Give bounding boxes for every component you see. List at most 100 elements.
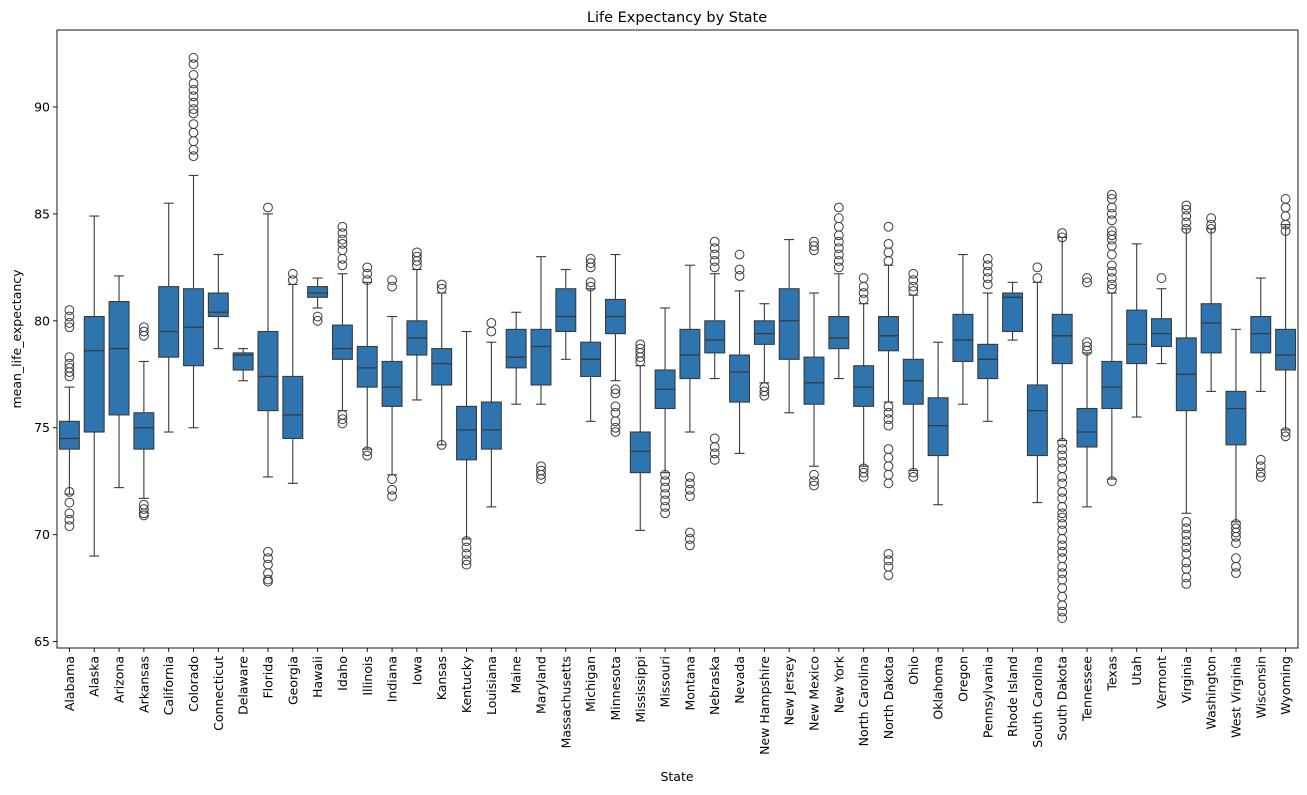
outlier-point <box>685 472 695 482</box>
box-kansas <box>431 279 453 450</box>
box-west-virginia <box>1225 328 1247 579</box>
box-texas <box>1101 189 1123 487</box>
x-tick-label: New Mexico <box>807 656 822 731</box>
box-iqr <box>555 288 577 333</box>
outlier-point <box>337 234 348 245</box>
outlier-point <box>337 245 348 256</box>
outlier-point <box>536 474 546 484</box>
box-iqr <box>1101 360 1123 410</box>
outlier-point <box>734 249 745 260</box>
outlier-point <box>858 294 869 305</box>
outlier-point <box>1032 273 1043 283</box>
box-iqr <box>977 343 999 380</box>
outlier-point <box>908 281 919 292</box>
outlier-point <box>337 238 348 249</box>
outlier-point <box>1082 277 1092 288</box>
outlier-point <box>362 275 373 286</box>
outlier-point <box>1082 341 1092 352</box>
box-iqr <box>480 401 502 450</box>
box-iqr <box>356 345 378 388</box>
outlier-point <box>1057 501 1068 512</box>
outlier-point <box>337 221 348 232</box>
outlier-point <box>64 486 75 497</box>
outlier-point <box>362 450 373 461</box>
outlier-point <box>883 452 894 463</box>
outlier-point <box>387 484 397 495</box>
box-new-jersey <box>778 239 800 414</box>
box-missouri <box>654 307 676 519</box>
box-ohio <box>902 268 924 482</box>
outlier-point <box>188 104 199 115</box>
outlier-point <box>387 275 397 286</box>
box-iqr <box>1026 384 1048 457</box>
outlier-point <box>188 78 199 89</box>
outlier-point <box>461 559 472 570</box>
box-iqr <box>456 405 478 461</box>
box-iqr <box>331 324 353 360</box>
outlier-point <box>709 448 720 459</box>
outlier-point <box>660 482 670 493</box>
x-tick-label: Tennessee <box>1080 656 1095 722</box>
outlier-point <box>883 469 894 480</box>
box-iqr <box>729 354 751 403</box>
outlier-point <box>833 202 844 213</box>
outlier-point <box>809 480 819 491</box>
outlier-point <box>883 247 894 258</box>
outlier-point <box>585 281 596 292</box>
box-maryland <box>530 256 552 484</box>
outlier-point <box>1181 516 1192 527</box>
x-tick-label: Arkansas <box>136 656 151 713</box>
box-nebraska <box>704 236 726 465</box>
outlier-point <box>908 285 919 296</box>
outlier-point <box>883 478 894 489</box>
outlier-point <box>1106 476 1117 487</box>
outlier-point <box>64 514 75 525</box>
box-iowa <box>406 247 428 401</box>
outlier-point <box>64 371 75 382</box>
outlier-point <box>1057 457 1068 467</box>
outlier-point <box>1106 283 1117 294</box>
outlier-point <box>411 256 422 266</box>
outlier-point <box>610 388 621 399</box>
box-south-carolina <box>1026 262 1048 504</box>
x-tick-label: West Virginia <box>1228 656 1243 738</box>
box-iqr <box>1126 309 1148 365</box>
outlier-point <box>1057 568 1068 579</box>
outlier-point <box>1280 219 1291 230</box>
outlier-point <box>1057 591 1068 602</box>
plot-frame <box>56 29 1299 649</box>
outlier-point <box>610 427 621 437</box>
x-tick-label: Idaho <box>335 656 350 691</box>
x-tick-label: Kentucky <box>459 655 474 713</box>
y-axis-title: mean_life_expectancy <box>9 269 24 409</box>
outlier-point <box>1181 204 1192 215</box>
outlier-point <box>1181 529 1192 540</box>
box-iqr <box>753 320 775 345</box>
outlier-point <box>1280 427 1291 437</box>
outlier-point <box>263 202 273 213</box>
outlier-point <box>858 467 869 478</box>
outlier-point <box>883 407 894 418</box>
box-iqr <box>431 348 453 386</box>
y-axis: 65 70 75 80 85 90 <box>34 99 57 649</box>
outlier-point <box>1057 583 1068 594</box>
box-iqr <box>381 360 403 407</box>
outlier-point <box>1156 273 1167 283</box>
y-tick-label: 65 <box>34 634 50 649</box>
outlier-point <box>685 527 695 538</box>
outlier-point <box>188 127 199 138</box>
outlier-point <box>1106 202 1117 213</box>
outlier-point <box>188 144 199 155</box>
x-tick-label: Montana <box>682 656 697 711</box>
outlier-point <box>1280 226 1291 236</box>
outlier-point <box>1231 553 1241 564</box>
outlier-point <box>188 52 199 63</box>
box-pennsylvania <box>977 253 999 422</box>
outlier-point <box>833 256 844 266</box>
outlier-point <box>833 243 844 254</box>
outlier-point <box>1057 519 1068 529</box>
outlier-point <box>809 469 819 480</box>
box-iqr <box>853 365 875 407</box>
x-tick-label: New Jersey <box>782 655 797 725</box>
outlier-point <box>461 555 472 566</box>
